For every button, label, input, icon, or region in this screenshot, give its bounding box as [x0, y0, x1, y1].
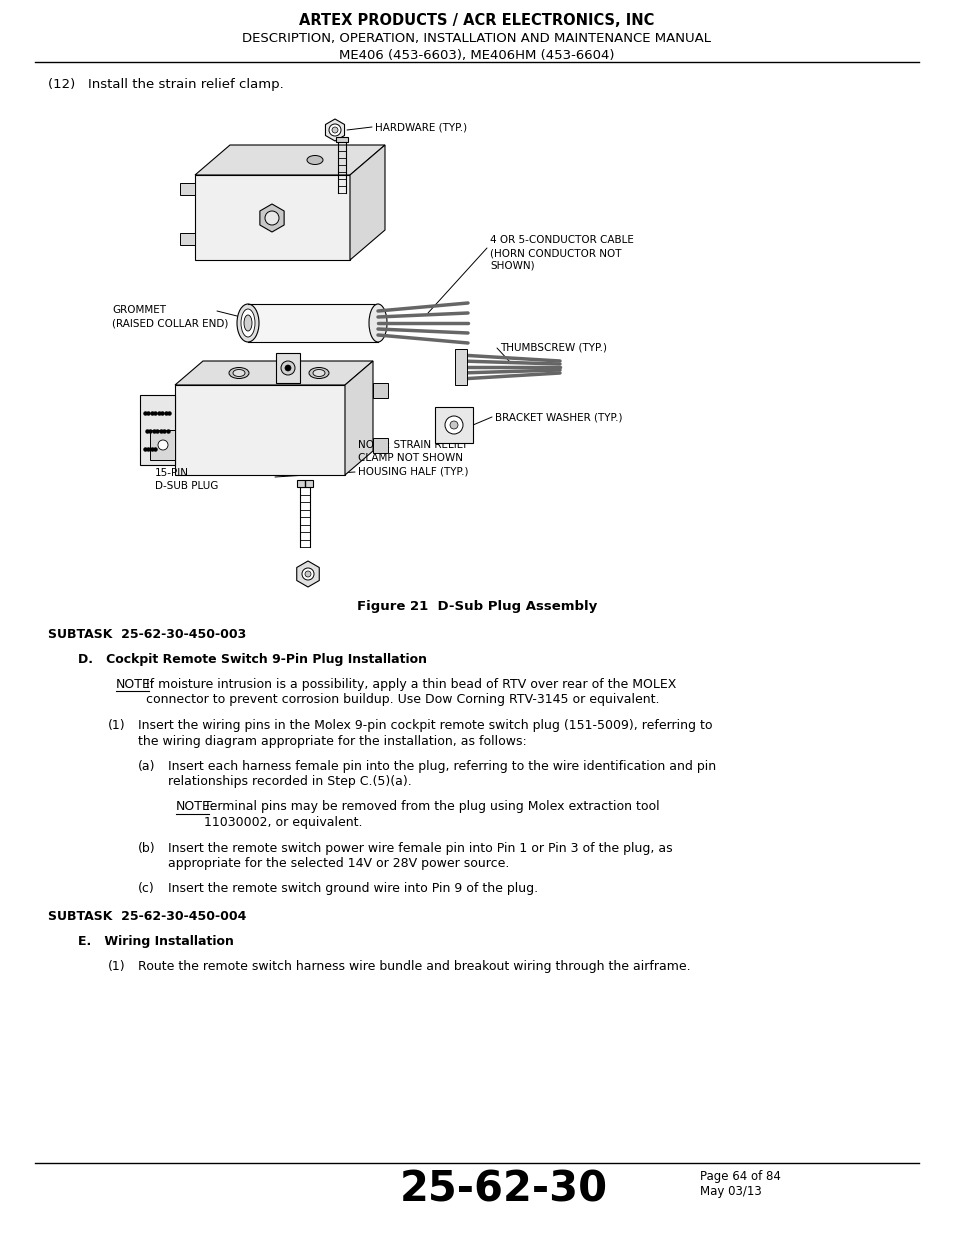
Text: May 03/13: May 03/13 — [700, 1186, 760, 1198]
Bar — [296, 480, 313, 487]
Text: GROMMET: GROMMET — [112, 305, 166, 315]
Text: If moisture intrusion is a possibility, apply a thin bead of RTV over rear of th: If moisture intrusion is a possibility, … — [146, 678, 676, 690]
Text: (1): (1) — [108, 720, 126, 732]
Text: 11030002, or equivalent.: 11030002, or equivalent. — [204, 815, 362, 829]
Text: 25-62-30: 25-62-30 — [399, 1168, 607, 1210]
Text: Terminal pins may be removed from the plug using Molex extraction tool: Terminal pins may be removed from the pl… — [204, 800, 659, 813]
Circle shape — [450, 421, 457, 429]
Polygon shape — [150, 430, 174, 459]
Text: Insert the wiring pins in the Molex 9-pin cockpit remote switch plug (151-5009),: Insert the wiring pins in the Molex 9-pi… — [138, 720, 712, 732]
Text: D.   Cockpit Remote Switch 9-Pin Plug Installation: D. Cockpit Remote Switch 9-Pin Plug Inst… — [78, 653, 427, 666]
Text: Insert each harness female pin into the plug, referring to the wire identificati: Insert each harness female pin into the … — [168, 760, 716, 773]
Ellipse shape — [244, 315, 252, 331]
Text: CLAMP NOT SHOWN: CLAMP NOT SHOWN — [357, 453, 462, 463]
Polygon shape — [194, 175, 350, 261]
Text: SUBTASK  25-62-30-450-004: SUBTASK 25-62-30-450-004 — [48, 910, 246, 923]
Text: relationships recorded in Step C.(5)(a).: relationships recorded in Step C.(5)(a). — [168, 776, 412, 788]
Ellipse shape — [241, 309, 254, 337]
Circle shape — [305, 571, 311, 577]
Text: Insert the remote switch power wire female pin into Pin 1 or Pin 3 of the plug, : Insert the remote switch power wire fema… — [168, 842, 672, 855]
Text: (b): (b) — [138, 842, 155, 855]
Text: 4 OR 5-CONDUCTOR CABLE: 4 OR 5-CONDUCTOR CABLE — [490, 235, 633, 245]
Text: NOTE:: NOTE: — [116, 678, 155, 690]
Text: (a): (a) — [138, 760, 155, 773]
Bar — [435, 408, 473, 443]
Ellipse shape — [236, 304, 258, 342]
Polygon shape — [345, 361, 373, 475]
Text: DESCRIPTION, OPERATION, INSTALLATION AND MAINTENANCE MANUAL: DESCRIPTION, OPERATION, INSTALLATION AND… — [242, 32, 711, 44]
Text: (c): (c) — [138, 882, 154, 895]
Text: (HORN CONDUCTOR NOT: (HORN CONDUCTOR NOT — [490, 248, 620, 258]
Circle shape — [332, 127, 337, 133]
Circle shape — [444, 416, 462, 433]
Text: (RAISED COLLAR END): (RAISED COLLAR END) — [112, 317, 228, 329]
Polygon shape — [194, 144, 385, 175]
Text: ME406 (453-6603), ME406HM (453-6604): ME406 (453-6603), ME406HM (453-6604) — [339, 49, 614, 62]
Ellipse shape — [313, 369, 325, 377]
Polygon shape — [373, 383, 388, 398]
Text: (12)   Install the strain relief clamp.: (12) Install the strain relief clamp. — [48, 78, 283, 91]
Text: BRACKET WASHER (TYP.): BRACKET WASHER (TYP.) — [495, 412, 622, 422]
Text: E.   Wiring Installation: E. Wiring Installation — [78, 935, 233, 948]
Text: NOTE: STRAIN RELIEF: NOTE: STRAIN RELIEF — [357, 440, 469, 450]
Text: NOTE:: NOTE: — [175, 800, 214, 813]
Circle shape — [158, 440, 168, 450]
Ellipse shape — [229, 368, 249, 378]
Ellipse shape — [309, 368, 329, 378]
Polygon shape — [180, 233, 194, 245]
Polygon shape — [180, 183, 194, 195]
Circle shape — [281, 361, 294, 375]
Circle shape — [329, 124, 340, 136]
Text: SHOWN): SHOWN) — [490, 261, 534, 270]
Circle shape — [285, 366, 291, 370]
Text: Figure 21  D-Sub Plug Assembly: Figure 21 D-Sub Plug Assembly — [356, 600, 597, 613]
Bar — [335, 137, 348, 142]
Bar — [275, 353, 299, 383]
Polygon shape — [174, 361, 373, 385]
Text: ARTEX PRODUCTS / ACR ELECTRONICS, INC: ARTEX PRODUCTS / ACR ELECTRONICS, INC — [299, 14, 654, 28]
Bar — [455, 350, 467, 385]
Text: (1): (1) — [108, 960, 126, 973]
Text: the wiring diagram appropriate for the installation, as follows:: the wiring diagram appropriate for the i… — [138, 735, 526, 748]
Ellipse shape — [307, 156, 323, 164]
Polygon shape — [373, 438, 388, 453]
Text: Insert the remote switch ground wire into Pin 9 of the plug.: Insert the remote switch ground wire int… — [168, 882, 537, 895]
Polygon shape — [174, 385, 345, 475]
Text: D-SUB PLUG: D-SUB PLUG — [154, 480, 218, 492]
Text: HOUSING HALF (TYP.): HOUSING HALF (TYP.) — [357, 467, 468, 477]
Circle shape — [265, 211, 278, 225]
Text: Page 64 of 84: Page 64 of 84 — [700, 1170, 781, 1183]
Text: THUMBSCREW (TYP.): THUMBSCREW (TYP.) — [499, 343, 606, 353]
Text: connector to prevent corrosion buildup. Use Dow Corning RTV-3145 or equivalent.: connector to prevent corrosion buildup. … — [146, 693, 659, 706]
Bar — [248, 304, 377, 342]
Polygon shape — [350, 144, 385, 261]
Text: appropriate for the selected 14V or 28V power source.: appropriate for the selected 14V or 28V … — [168, 857, 509, 871]
Polygon shape — [140, 395, 174, 466]
Text: HARDWARE (TYP.): HARDWARE (TYP.) — [375, 124, 467, 133]
Text: 15-PIN: 15-PIN — [154, 468, 189, 478]
Ellipse shape — [369, 304, 387, 342]
Text: SUBTASK  25-62-30-450-003: SUBTASK 25-62-30-450-003 — [48, 629, 246, 641]
Circle shape — [302, 568, 314, 580]
Ellipse shape — [233, 369, 245, 377]
Text: Route the remote switch harness wire bundle and breakout wiring through the airf: Route the remote switch harness wire bun… — [138, 960, 690, 973]
